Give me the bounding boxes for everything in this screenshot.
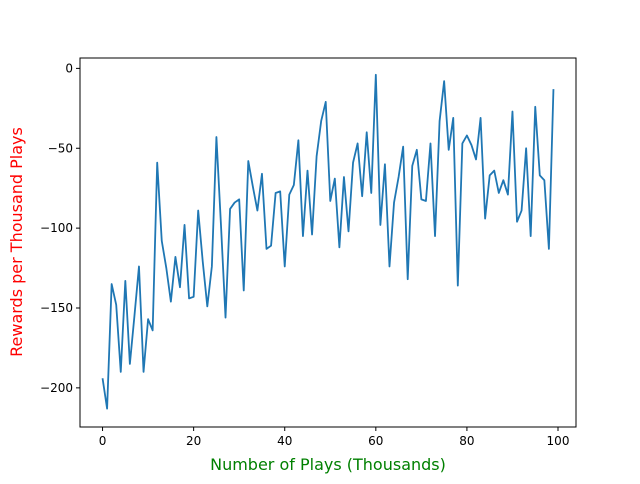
- x-tick-label: 100: [547, 434, 570, 448]
- axes-frame: [79, 57, 577, 428]
- x-tick-label: 80: [459, 434, 474, 448]
- x-axis-ticks: 0 20 40 60 80 100: [99, 427, 570, 448]
- y-tick-label: −150: [40, 301, 73, 315]
- y-tick-label: −100: [40, 221, 73, 235]
- y-axis-label: Rewards per Thousand Plays: [7, 127, 26, 357]
- x-tick-label: 60: [368, 434, 383, 448]
- y-axis-ticks: −200 −150 −100 −50 0: [40, 61, 80, 395]
- y-tick-label: 0: [65, 61, 73, 75]
- x-axis-label: Number of Plays (Thousands): [210, 455, 446, 474]
- marks-layer: [101, 73, 555, 410]
- x-tick-label: 20: [186, 434, 201, 448]
- x-tick-label: 0: [99, 434, 107, 448]
- y-tick-label: −50: [48, 141, 73, 155]
- series-line-0: [101, 73, 555, 410]
- x-tick-label: 40: [277, 434, 292, 448]
- y-tick-label: −200: [40, 381, 73, 395]
